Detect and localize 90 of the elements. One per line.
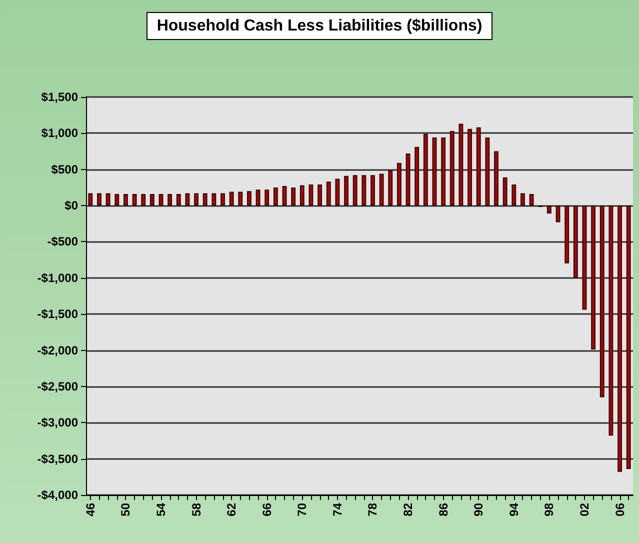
x-tick-label: 86 — [436, 502, 450, 516]
bar — [326, 182, 331, 206]
bar — [591, 206, 596, 350]
bar — [247, 191, 252, 206]
bar — [176, 194, 181, 206]
bar — [229, 192, 234, 206]
bar — [546, 206, 552, 214]
bar — [318, 184, 322, 206]
bar — [485, 138, 490, 206]
x-tick-label: 94 — [506, 502, 521, 516]
bar — [202, 193, 208, 206]
bar — [450, 131, 454, 206]
x-tick-label: 58 — [189, 502, 204, 516]
bar — [106, 193, 110, 206]
bar — [502, 177, 508, 206]
bar — [97, 193, 102, 206]
bar — [582, 206, 587, 310]
bar — [618, 206, 622, 472]
x-tick-label: 74 — [330, 502, 344, 516]
bar — [88, 193, 93, 206]
bar — [344, 176, 348, 206]
bar — [564, 206, 570, 264]
y-tick-label: -$3,000 — [37, 416, 78, 430]
bar — [132, 194, 137, 206]
y-tick-label: -$3,500 — [37, 452, 78, 466]
bar — [158, 194, 164, 206]
bar — [600, 206, 604, 398]
bar — [573, 206, 578, 278]
bar — [335, 178, 340, 206]
bar — [441, 138, 446, 206]
bar — [388, 170, 393, 206]
y-tick-label: -$1,000 — [37, 270, 78, 285]
bar — [141, 194, 146, 206]
x-tick-label: 46 — [83, 502, 98, 516]
y-tick-label: -$2,500 — [37, 379, 78, 394]
bar — [520, 193, 525, 206]
y-tick-label: -$1,500 — [37, 307, 78, 322]
bar — [468, 128, 472, 206]
x-tick-label: 90 — [472, 502, 486, 516]
x-tick-label: 82 — [401, 502, 416, 516]
bar — [379, 174, 384, 206]
x-tick-label: 70 — [295, 502, 310, 516]
bar — [168, 194, 172, 206]
chart-title: Household Cash Less Liabilities ($billions) — [156, 18, 482, 34]
y-tick-label: $0 — [64, 198, 78, 213]
bar — [396, 162, 402, 206]
bar — [529, 194, 534, 206]
bar — [423, 134, 428, 206]
x-tick-label: 54 — [154, 502, 168, 516]
x-tick-label: 50 — [118, 502, 133, 516]
bar — [256, 190, 260, 206]
y-tick-label: $1,000 — [41, 126, 78, 140]
bar — [185, 193, 190, 206]
bar — [626, 206, 631, 469]
bar — [282, 186, 287, 206]
bar — [476, 127, 481, 206]
bar — [458, 124, 464, 206]
bar — [150, 194, 154, 206]
x-tick-label: 62 — [224, 502, 239, 516]
bar — [273, 187, 278, 206]
bar — [512, 184, 516, 206]
bar — [220, 193, 225, 206]
bar — [300, 185, 304, 206]
bar — [114, 194, 120, 206]
x-tick-label: 78 — [366, 502, 380, 516]
x-tick-label: 06 — [612, 502, 627, 516]
bar — [362, 175, 366, 206]
bar — [264, 190, 270, 206]
bar — [494, 151, 498, 206]
y-tick-label: -$500 — [47, 234, 78, 249]
bar — [414, 146, 420, 206]
bar — [291, 187, 296, 206]
x-tick-label: 02 — [577, 502, 592, 516]
bar — [370, 175, 375, 206]
bar — [406, 153, 410, 206]
y-tick-label: -$4,000 — [37, 488, 78, 502]
y-tick-label: -$2,000 — [37, 343, 78, 358]
bar — [352, 175, 358, 206]
bar — [238, 192, 243, 206]
y-tick-label: $500 — [51, 162, 78, 176]
bar — [556, 206, 560, 222]
x-tick-label: 98 — [542, 502, 556, 516]
bar — [212, 193, 216, 206]
x-tick-label: 66 — [260, 502, 274, 516]
y-tick-label: $1,500 — [41, 90, 78, 104]
bar — [608, 206, 614, 436]
bar — [194, 193, 198, 206]
bar — [432, 138, 437, 206]
bar — [308, 184, 314, 206]
bar — [123, 194, 128, 206]
